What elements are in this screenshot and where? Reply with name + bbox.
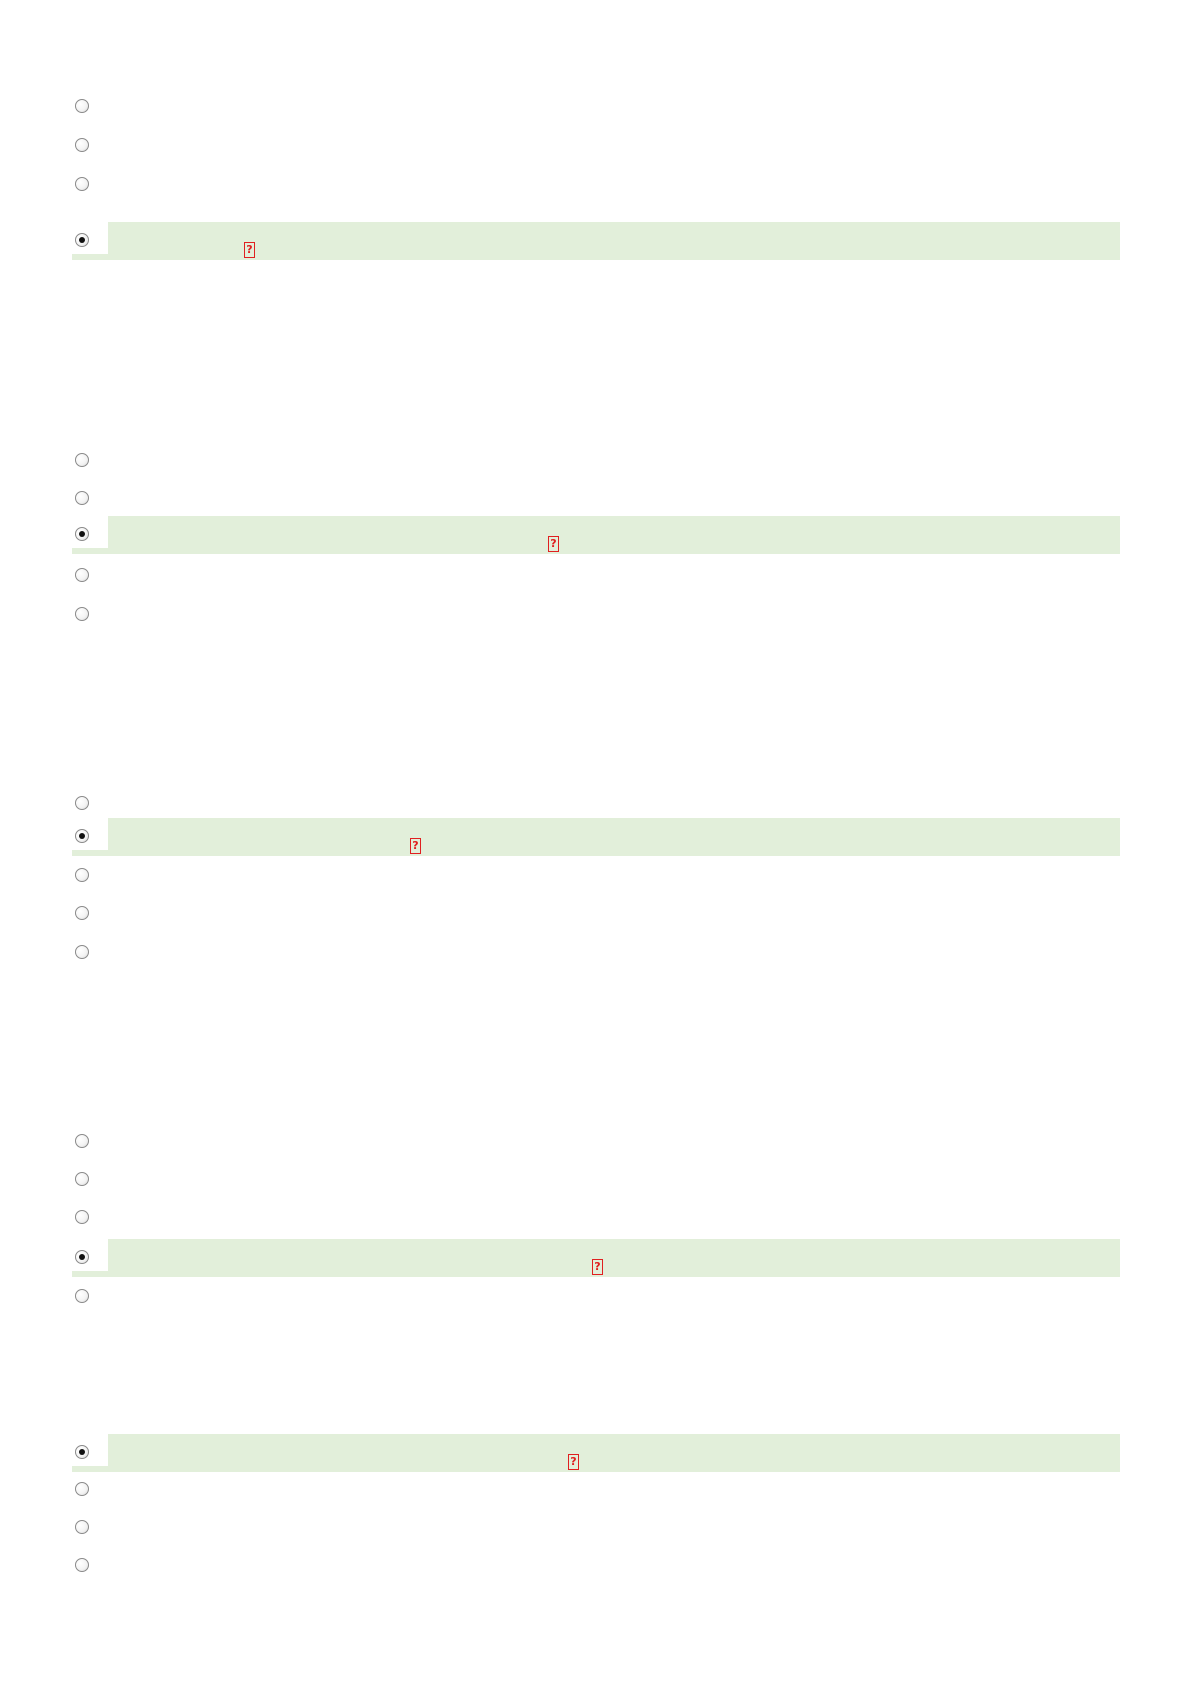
missing-glyph-icon: ? [592, 1259, 603, 1275]
selected-answer-highlight [108, 818, 1120, 856]
radio-selected-icon[interactable] [75, 1250, 89, 1264]
selected-answer-underline [72, 1466, 108, 1472]
radio-unselected-icon[interactable] [75, 868, 89, 882]
radio-dot-icon [79, 1449, 85, 1455]
question-4-option-4-selected[interactable]: ? [72, 1239, 1120, 1277]
question-3-option-1[interactable] [72, 785, 1120, 823]
radio-unselected-icon[interactable] [75, 1289, 89, 1303]
question-2-option-4[interactable] [72, 557, 1120, 595]
radio-unselected-icon[interactable] [75, 1134, 89, 1148]
question-4-option-5[interactable] [72, 1278, 1120, 1316]
selected-answer-underline [72, 254, 108, 260]
radio-dot-icon [79, 531, 85, 537]
radio-unselected-icon[interactable] [75, 1482, 89, 1496]
radio-dot-icon [79, 833, 85, 839]
question-3-option-5[interactable] [72, 934, 1120, 972]
question-5-option-1-selected[interactable]: ? [72, 1434, 1120, 1472]
radio-dot-icon [79, 237, 85, 243]
selected-answer-highlight [108, 1239, 1120, 1277]
question-2-option-5[interactable] [72, 596, 1120, 634]
question-5-option-3[interactable] [72, 1509, 1120, 1547]
missing-glyph-icon: ? [410, 838, 421, 854]
radio-unselected-icon[interactable] [75, 99, 89, 113]
radio-unselected-icon[interactable] [75, 1210, 89, 1224]
radio-unselected-icon[interactable] [75, 945, 89, 959]
radio-unselected-icon[interactable] [75, 177, 89, 191]
question-1-option-2[interactable] [72, 127, 1120, 165]
selected-answer-underline [72, 850, 108, 856]
question-2-option-3-selected[interactable]: ? [72, 516, 1120, 554]
selected-answer-underline [72, 548, 108, 554]
question-2-option-2[interactable] [72, 480, 1120, 518]
radio-unselected-icon[interactable] [75, 796, 89, 810]
selected-answer-highlight [108, 1434, 1120, 1472]
selected-answer-highlight [108, 222, 1120, 260]
radio-selected-icon[interactable] [75, 233, 89, 247]
radio-dot-icon [79, 1254, 85, 1260]
question-1-option-1[interactable] [72, 88, 1120, 126]
radio-unselected-icon[interactable] [75, 568, 89, 582]
question-4-option-2[interactable] [72, 1161, 1120, 1199]
question-4-option-3[interactable] [72, 1199, 1120, 1237]
radio-selected-icon[interactable] [75, 829, 89, 843]
question-5-option-4[interactable] [72, 1547, 1120, 1585]
question-3-option-2-selected[interactable]: ? [72, 818, 1120, 856]
radio-unselected-icon[interactable] [75, 453, 89, 467]
missing-glyph-icon: ? [244, 242, 255, 258]
radio-unselected-icon[interactable] [75, 491, 89, 505]
radio-unselected-icon[interactable] [75, 138, 89, 152]
radio-selected-icon[interactable] [75, 1445, 89, 1459]
question-3-option-4[interactable] [72, 895, 1120, 933]
selected-answer-highlight [108, 516, 1120, 554]
radio-selected-icon[interactable] [75, 527, 89, 541]
radio-unselected-icon[interactable] [75, 906, 89, 920]
selected-answer-underline [72, 1271, 108, 1277]
radio-unselected-icon[interactable] [75, 1558, 89, 1572]
radio-unselected-icon[interactable] [75, 607, 89, 621]
missing-glyph-icon: ? [568, 1454, 579, 1470]
question-4-option-1[interactable] [72, 1123, 1120, 1161]
missing-glyph-icon: ? [548, 536, 559, 552]
question-2-option-1[interactable] [72, 442, 1120, 480]
radio-unselected-icon[interactable] [75, 1520, 89, 1534]
question-1-option-4-selected[interactable]: ? [72, 222, 1120, 260]
question-3-option-3[interactable] [72, 857, 1120, 895]
question-5-option-2[interactable] [72, 1471, 1120, 1509]
question-1-option-3[interactable] [72, 166, 1120, 204]
radio-unselected-icon[interactable] [75, 1172, 89, 1186]
